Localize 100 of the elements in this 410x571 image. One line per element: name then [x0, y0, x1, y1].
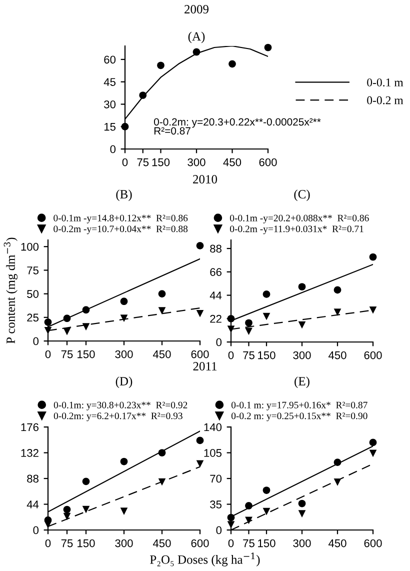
y-tick-label: 75: [27, 266, 39, 274]
chart-title: (E): [294, 376, 310, 388]
legend-label: 0-0.2 m: y=0.25+0.15x** R²=0.90: [231, 412, 368, 422]
point: [82, 323, 90, 331]
point: [44, 521, 52, 528]
y-tick-label: 22: [210, 314, 222, 323]
y-tick-label: 88: [27, 474, 38, 483]
y-tick-label: 44: [210, 292, 222, 300]
point: [120, 314, 128, 322]
x-tick-label: 450: [223, 158, 242, 166]
x-tick-label: 300: [293, 539, 311, 548]
point: [158, 307, 166, 314]
chart-title: (C): [294, 190, 310, 201]
point: [192, 48, 200, 56]
point: [334, 478, 342, 486]
chart-subtitle: 2010: [193, 175, 218, 184]
point: [196, 310, 204, 318]
chart-subtitle: 2011: [193, 362, 217, 370]
x-tick-label: 300: [115, 539, 133, 548]
x-tick-label: 150: [258, 351, 276, 360]
point: [63, 506, 71, 514]
point: [139, 92, 147, 99]
chart-title: (B): [116, 190, 132, 201]
chart-title: (D): [116, 376, 132, 388]
point: [227, 514, 235, 522]
legend-label: 0-0.1m -y=20.2+0.088x** R²=0.86: [230, 214, 369, 224]
x-tick-label: 0: [45, 539, 51, 548]
x-tick-label: 600: [259, 158, 277, 166]
x-tick-label: 600: [364, 351, 382, 360]
point: [82, 306, 90, 314]
y-tick-label: 30: [104, 100, 116, 108]
y-tick-label: 0: [216, 526, 222, 534]
legend-label: 0-0.1m -y=14.8+0.12x** R²=0.86: [54, 214, 188, 224]
point: [334, 458, 342, 466]
point: [262, 508, 270, 516]
point: [369, 253, 377, 261]
point: [227, 326, 235, 333]
point: [298, 283, 306, 290]
point: [262, 290, 270, 298]
point: [228, 60, 236, 68]
x-tick-label: 0: [228, 351, 234, 360]
point: [245, 502, 252, 510]
point: [44, 318, 52, 326]
point: [196, 436, 204, 444]
x-tick-label: 75: [243, 539, 254, 548]
point: [369, 438, 377, 446]
x-tick-label: 75: [61, 539, 73, 548]
point: [298, 510, 306, 518]
point: [196, 242, 204, 250]
point: [63, 512, 71, 520]
chart-title: (A): [188, 32, 205, 44]
point: [298, 500, 306, 508]
y-tick-label: 0: [110, 145, 116, 154]
point: [245, 516, 252, 524]
x-axis-title: P₂O₅ Doses (kg ha$^{−1}$): [150, 552, 260, 566]
y-tick-label: 50: [27, 290, 39, 298]
x-tick-label: 0: [228, 539, 234, 548]
point: [158, 478, 166, 486]
y-tick-label: 0: [216, 338, 222, 346]
legend-label: 0-0.1m: y=30.8+0.23x** R²=0.92: [54, 402, 188, 410]
x-tick-label: 600: [191, 539, 209, 548]
point: [196, 460, 204, 468]
x-tick-label: 150: [78, 350, 95, 358]
y-tick-label: 35: [210, 500, 222, 508]
y-tick-label: 88: [210, 244, 222, 253]
point: [245, 319, 252, 327]
y-tick-label: 0: [33, 337, 39, 346]
x-tick-label: 150: [258, 539, 276, 548]
y-tick-label: 140: [204, 423, 222, 432]
y-tick-label: 66: [210, 268, 222, 276]
y-tick-label: 132: [21, 449, 38, 457]
y-tick-label: 44: [26, 500, 39, 508]
x-tick-label: 150: [78, 539, 95, 548]
y-tick-label: 15: [104, 122, 116, 131]
y-tick-label: 45: [104, 78, 116, 86]
point: [264, 44, 272, 52]
legend-label: 0-0.2m: y=6.2+0.17x** R²=0.93: [54, 412, 182, 422]
y-tick-label: 0: [33, 526, 39, 534]
point: [334, 308, 342, 316]
y-tick-label: 176: [21, 423, 38, 432]
point: [158, 449, 166, 456]
legend-label: 0-0.2m -y=11.9+0.031x* R²=0.71: [230, 226, 364, 234]
y-tick-label: 105: [204, 449, 222, 457]
x-tick-label: 600: [191, 350, 209, 358]
x-tick-label: 450: [152, 350, 171, 358]
y-tick-label: 100: [21, 242, 39, 251]
x-tick-label: 0: [122, 158, 128, 166]
legend-label: 0-0.2 m: [367, 96, 404, 104]
annotation: 0-0.2m: y=20.3+0.22x**-0.00025x²** R²=0.87: [154, 118, 321, 135]
x-tick-label: 450: [328, 539, 346, 548]
x-tick-label: 75: [137, 158, 149, 166]
x-tick-label: 600: [364, 539, 382, 548]
point: [121, 122, 129, 130]
point: [44, 326, 52, 334]
x-tick-label: 150: [152, 158, 170, 166]
point: [369, 450, 377, 458]
point: [120, 458, 128, 466]
y-axis-title: P content (mg dm$^{−3}$): [4, 238, 18, 344]
point: [298, 321, 306, 329]
x-tick-label: 0: [45, 350, 51, 358]
